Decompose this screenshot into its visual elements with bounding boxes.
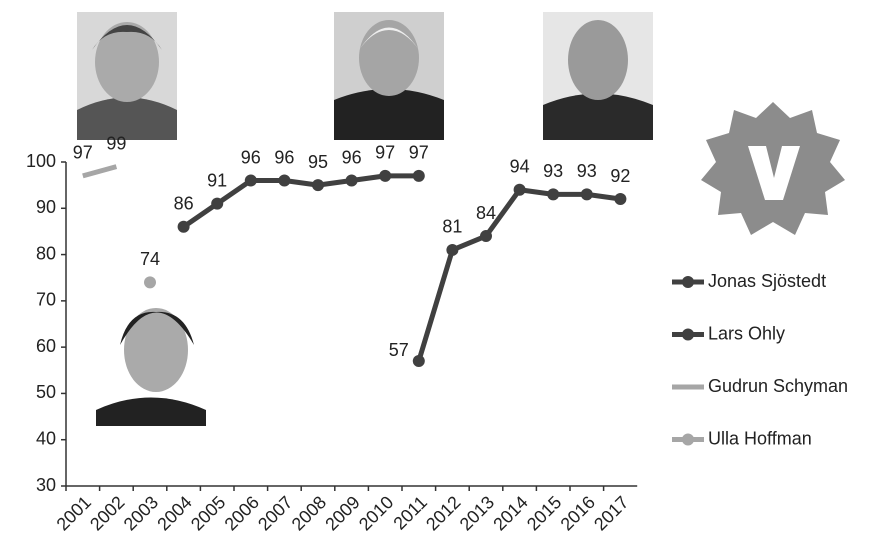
- data-label: 94: [510, 157, 530, 177]
- y-tick-label: 30: [36, 475, 56, 495]
- point: [412, 169, 425, 182]
- x-tick-label: 2015: [523, 492, 565, 534]
- data-label: 93: [543, 161, 563, 181]
- photo: [96, 296, 206, 426]
- x-tick-label: 2017: [590, 492, 632, 534]
- data-label: 97: [409, 143, 429, 163]
- data-label: 92: [610, 166, 630, 186]
- data-label: 93: [577, 161, 597, 181]
- data-label: 86: [174, 194, 194, 214]
- y-tick-label: 40: [36, 428, 56, 448]
- legend-label: Ulla Hoffman: [708, 428, 812, 448]
- legend-marker: [682, 328, 694, 341]
- data-label: 84: [476, 203, 496, 223]
- x-tick-label: 2012: [422, 492, 464, 534]
- legend-label: Jonas Sjöstedt: [708, 271, 826, 291]
- y-tick-label: 60: [36, 336, 56, 356]
- point: [177, 220, 190, 233]
- point: [446, 243, 459, 256]
- x-tick-label: 2003: [120, 492, 162, 534]
- point: [547, 188, 560, 201]
- legend-label: Lars Ohly: [708, 323, 785, 343]
- y-tick-label: 70: [36, 290, 56, 310]
- point: [278, 174, 291, 187]
- point: [614, 193, 627, 206]
- x-tick-label: 2004: [153, 492, 195, 534]
- x-tick-label: 2016: [557, 492, 599, 534]
- data-label: 74: [140, 249, 160, 269]
- point: [379, 169, 392, 182]
- logo: [701, 102, 845, 235]
- x-tick-label: 2006: [221, 492, 263, 534]
- x-tick-label: 2009: [321, 492, 363, 534]
- point: [144, 276, 156, 289]
- y-tick-label: 90: [36, 197, 56, 217]
- point: [312, 179, 324, 192]
- y-tick-label: 100: [26, 151, 56, 171]
- x-tick-label: 2002: [86, 492, 128, 534]
- photo: [334, 12, 444, 140]
- x-tick-label: 2005: [187, 492, 229, 534]
- data-label: 91: [207, 170, 227, 190]
- data-label: 99: [106, 133, 126, 153]
- point: [480, 230, 492, 243]
- x-tick-label: 2007: [254, 492, 296, 534]
- data-label: 96: [274, 147, 294, 167]
- data-label: 81: [442, 217, 462, 237]
- x-tick-label: 2008: [288, 492, 330, 534]
- x-tick-label: 2010: [355, 492, 397, 534]
- data-label: 97: [375, 143, 395, 163]
- data-label: 97: [73, 143, 93, 163]
- series-line: [82, 164, 118, 179]
- y-tick-label: 50: [36, 382, 56, 402]
- legend-marker: [682, 276, 694, 288]
- point: [580, 188, 593, 201]
- point: [244, 174, 257, 187]
- x-tick-label: 2011: [389, 492, 431, 534]
- photo: [543, 12, 653, 140]
- data-label: 96: [342, 147, 362, 167]
- legend-marker: [682, 433, 694, 446]
- x-tick-label: 2014: [489, 492, 531, 534]
- x-tick-label: 2013: [456, 492, 498, 534]
- data-label: 95: [308, 152, 328, 172]
- point: [412, 355, 425, 368]
- point: [211, 197, 224, 210]
- series-line: [416, 187, 621, 362]
- legend-label: Gudrun Schyman: [708, 376, 848, 396]
- point: [513, 183, 526, 196]
- y-tick-label: 80: [36, 243, 56, 263]
- photo: [77, 12, 177, 140]
- point: [345, 174, 358, 187]
- data-label: 57: [389, 340, 409, 360]
- x-tick-label: 2001: [53, 492, 95, 534]
- data-label: 96: [241, 147, 261, 167]
